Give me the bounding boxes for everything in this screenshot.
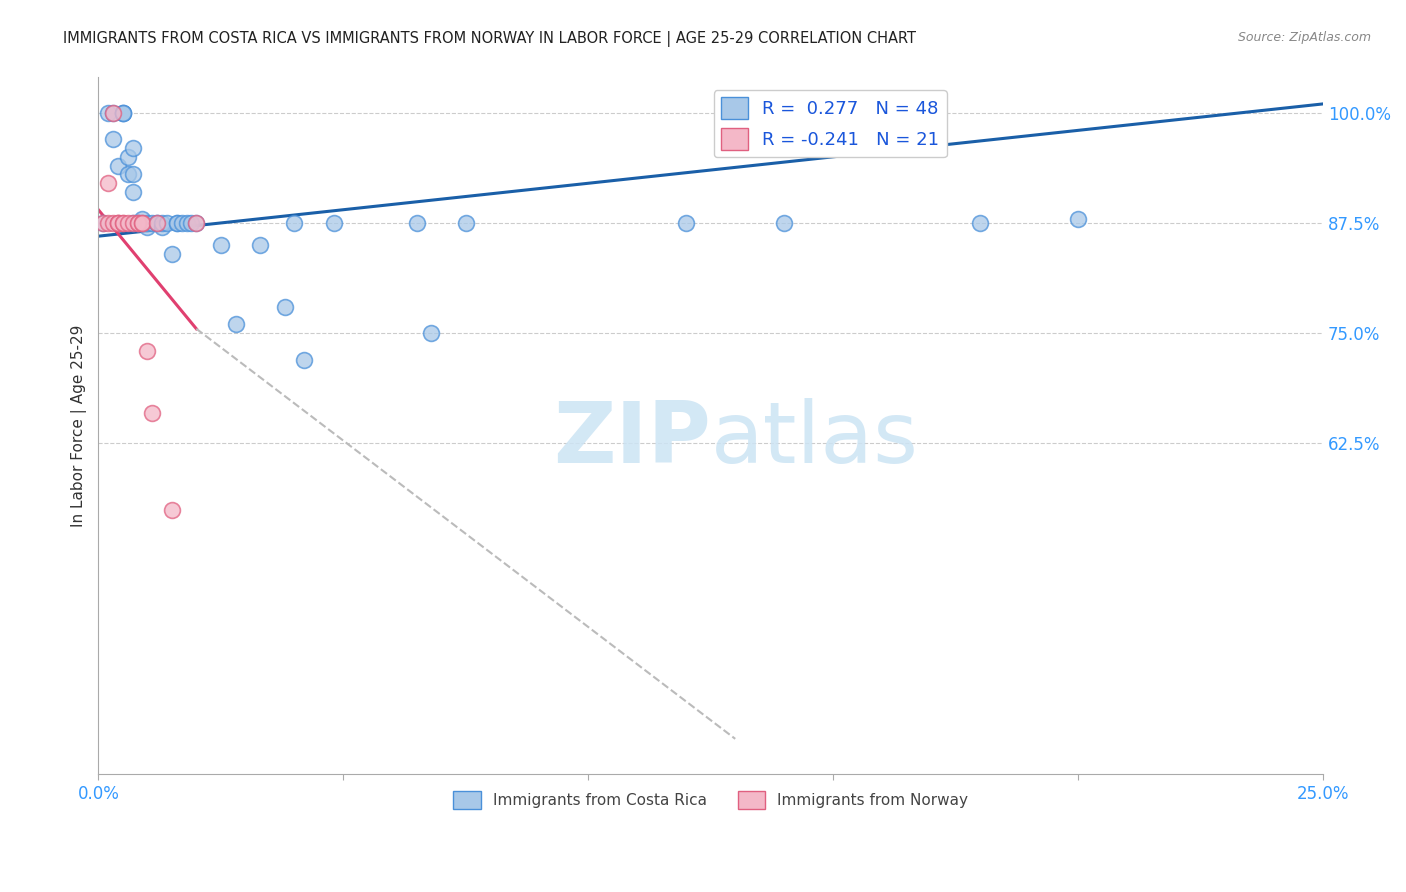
Point [180,216,202,230]
Point [249,238,271,252]
Point [131,216,153,230]
Point [146,216,169,230]
Point [225,318,247,332]
Point [186,216,208,230]
Point [107,216,129,230]
Point [969,216,991,230]
Point [209,238,232,252]
Point [127,216,149,230]
Point [322,216,344,230]
Text: Source: ZipAtlas.com: Source: ZipAtlas.com [1237,31,1371,45]
Point [121,216,143,230]
Point [97,105,120,120]
Point [136,220,159,235]
Point [117,150,139,164]
Point [117,216,139,230]
Point [121,216,143,230]
Y-axis label: In Labor Force | Age 25-29: In Labor Force | Age 25-29 [72,325,87,527]
Text: atlas: atlas [711,398,918,481]
Point [1067,211,1090,226]
Point [101,132,124,146]
Point [111,105,134,120]
Point [107,159,129,173]
Point [150,216,173,230]
Point [111,105,134,120]
Point [107,216,129,230]
Legend: Immigrants from Costa Rica, Immigrants from Norway: Immigrants from Costa Rica, Immigrants f… [447,785,974,815]
Point [91,216,114,230]
Point [186,216,208,230]
Point [97,216,120,230]
Point [131,211,153,226]
Point [141,216,163,230]
Point [127,216,149,230]
Point [91,216,114,230]
Point [117,168,139,182]
Point [773,216,796,230]
Point [176,216,198,230]
Point [166,216,188,230]
Point [170,216,193,230]
Point [127,216,149,230]
Point [160,502,183,516]
Point [107,216,129,230]
Point [420,326,443,341]
Point [97,176,120,190]
Point [127,216,149,230]
Point [150,220,173,235]
Point [160,247,183,261]
Text: ZIP: ZIP [553,398,711,481]
Point [127,216,149,230]
Point [141,406,163,420]
Point [454,216,477,230]
Point [405,216,427,230]
Point [111,216,134,230]
Point [121,185,143,199]
Point [131,216,153,230]
Point [111,105,134,120]
Text: IMMIGRANTS FROM COSTA RICA VS IMMIGRANTS FROM NORWAY IN LABOR FORCE | AGE 25-29 : IMMIGRANTS FROM COSTA RICA VS IMMIGRANTS… [63,31,917,47]
Point [273,300,295,314]
Point [101,216,124,230]
Point [121,168,143,182]
Point [136,343,159,358]
Point [101,105,124,120]
Point [101,105,124,120]
Point [121,141,143,155]
Point [292,352,315,367]
Point [131,216,153,230]
Point [283,216,305,230]
Point [111,216,134,230]
Point [675,216,697,230]
Point [166,216,188,230]
Point [156,216,179,230]
Point [136,216,159,230]
Point [146,216,169,230]
Point [146,216,169,230]
